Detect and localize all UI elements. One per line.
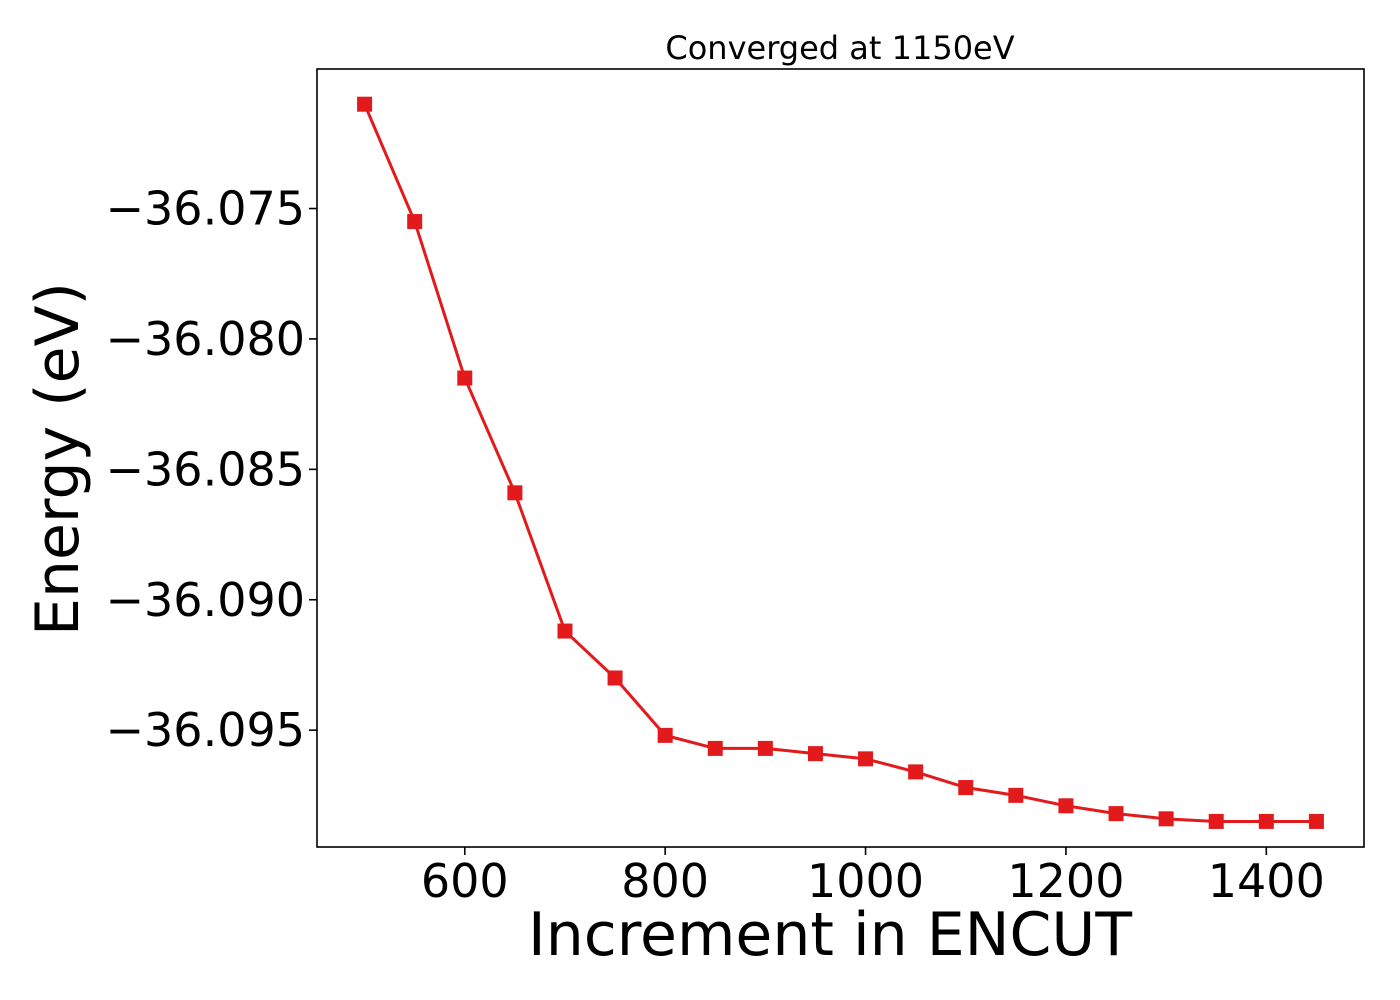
- data-point: [707, 740, 723, 756]
- y-tick-label: −36.075: [106, 182, 306, 236]
- data-point: [1108, 806, 1124, 822]
- x-tick-label: 600: [421, 854, 509, 908]
- x-tick-label: 1200: [1007, 854, 1124, 908]
- data-point: [557, 623, 573, 639]
- data-point: [757, 740, 773, 756]
- x-axis-label: Increment in ENCUT: [528, 900, 1132, 970]
- y-axis: −36.075 −36.080 −36.085 −36.090 −36.095: [106, 182, 317, 757]
- plot-area: [357, 96, 1324, 829]
- y-tick-label: −36.090: [106, 573, 306, 627]
- y-axis-label: Energy (eV): [23, 282, 93, 636]
- y-tick-label: −36.080: [106, 312, 306, 366]
- data-point: [507, 485, 523, 501]
- plot-frame: [316, 68, 1365, 848]
- data-point: [958, 780, 974, 796]
- data-point: [607, 670, 623, 686]
- data-point: [1308, 813, 1324, 829]
- data-point: [1058, 798, 1074, 814]
- chart-title: Converged at 1150eV: [665, 29, 1014, 67]
- data-point: [657, 727, 673, 743]
- data-point: [357, 96, 373, 112]
- data-point: [908, 764, 924, 780]
- x-tick-label: 800: [621, 854, 709, 908]
- data-point: [1158, 811, 1174, 827]
- y-tick-label: −36.085: [106, 442, 306, 496]
- data-point: [1208, 813, 1224, 829]
- x-tick-label: 1000: [807, 854, 924, 908]
- data-point: [457, 370, 473, 386]
- y-tick-label: −36.095: [106, 703, 306, 757]
- data-point: [807, 746, 823, 762]
- data-point: [1258, 813, 1274, 829]
- series-line: [363, 103, 1317, 823]
- data-point: [407, 214, 423, 230]
- x-tick-label: 1400: [1208, 854, 1325, 908]
- x-axis: 600 800 1000 1200 1400: [421, 847, 1325, 908]
- data-point: [858, 751, 874, 767]
- data-point: [1008, 787, 1024, 803]
